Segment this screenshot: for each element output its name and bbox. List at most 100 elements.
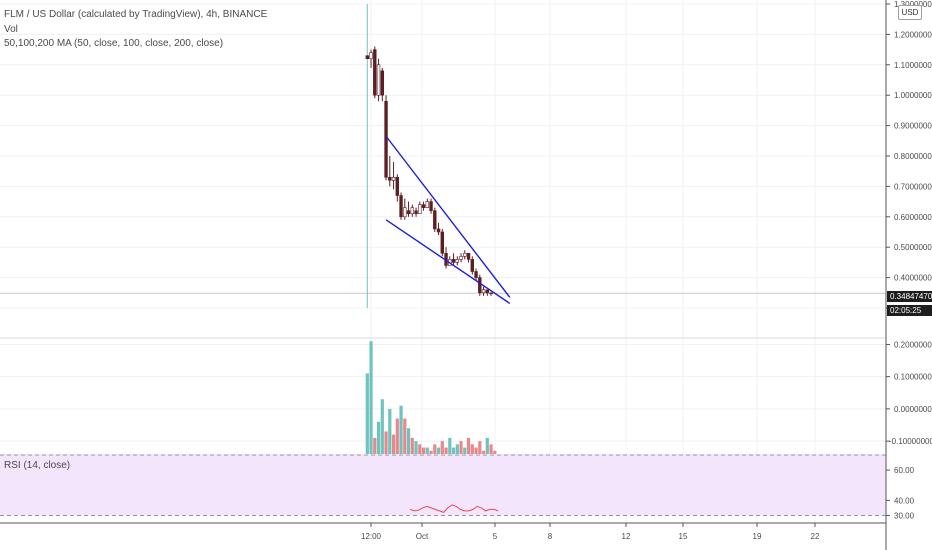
candle-body — [365, 55, 369, 60]
trendline — [385, 135, 511, 298]
wedge-trendlines[interactable] — [385, 135, 511, 305]
volume-pane — [365, 341, 497, 454]
candle-body — [481, 289, 486, 294]
candle-body — [485, 289, 489, 294]
volume-bar — [478, 441, 482, 454]
volume-tick-label: 0.10000000 — [894, 373, 932, 382]
candle-body — [418, 204, 422, 215]
candle-body — [395, 176, 399, 196]
currency-button[interactable]: USD — [898, 5, 922, 20]
candle-body — [451, 259, 456, 263]
volume-bar — [448, 437, 452, 454]
rsi-tick-label: 60.00 — [894, 466, 915, 475]
rsi-tick-label: 30.00 — [894, 511, 915, 520]
time-tick-label: Oct — [416, 532, 429, 541]
candle-body — [373, 49, 377, 96]
candle-body — [463, 252, 467, 257]
volume-bar — [455, 444, 459, 454]
candle-body — [399, 195, 403, 218]
volume-bar — [429, 450, 433, 454]
candle-body — [429, 201, 433, 212]
volume-bar — [440, 441, 444, 454]
candle-body — [421, 204, 426, 208]
price-tick-label: 1.10000000 — [894, 61, 932, 70]
volume-bar — [414, 441, 418, 454]
volume-bar — [410, 437, 414, 454]
time-tick-label: 12:00 — [361, 532, 382, 541]
candle-body — [380, 70, 384, 96]
rsi-label: RSI (14, close) — [4, 460, 71, 471]
volume-bar — [459, 441, 463, 454]
time-tick-label: 5 — [493, 532, 498, 541]
volume-bar — [470, 444, 474, 454]
candles — [365, 4, 493, 308]
time-tick-label: 22 — [811, 532, 820, 541]
time-tick-label: 12 — [622, 532, 631, 541]
candle-body — [433, 210, 437, 230]
grid — [0, 0, 886, 523]
volume-bar — [388, 408, 392, 454]
rsi-tick-label: 40.00 — [894, 496, 915, 505]
volume-label: Vol — [4, 24, 18, 35]
rsi-pane — [0, 454, 886, 516]
volume-bar — [433, 444, 437, 454]
volume-bar — [436, 447, 441, 454]
volume-bar — [384, 431, 388, 454]
candle-body — [489, 292, 493, 295]
candle-body — [459, 256, 463, 260]
candle-body — [466, 252, 471, 260]
volume-bar — [406, 428, 411, 454]
price-tick-label: 1.30000000 — [894, 0, 932, 9]
chart-title: FLM / US Dollar (calculated by TradingVi… — [4, 9, 268, 20]
volume-bar — [444, 447, 448, 454]
candle-body — [440, 231, 444, 254]
countdown-tag: 02:05:25 — [887, 305, 932, 316]
candle-body — [391, 176, 396, 181]
volume-bar — [485, 437, 489, 454]
trendline — [385, 219, 511, 305]
volume-bar — [399, 405, 403, 454]
volume-bar — [421, 447, 426, 454]
candle-body — [369, 52, 373, 60]
volume-bar — [391, 434, 396, 454]
time-tick-label: 19 — [753, 532, 762, 541]
candle-body — [388, 176, 392, 181]
last-price-tag: 0.34847470 — [887, 291, 932, 302]
volume-bar — [376, 421, 381, 454]
volume-bar — [489, 444, 493, 454]
volume-bar — [403, 418, 407, 454]
volume-bar — [395, 418, 399, 454]
volume-bar — [451, 447, 456, 454]
volume-bar — [425, 447, 429, 454]
candle-body — [425, 201, 429, 208]
volume-tick-label: -0.10000000 — [889, 437, 932, 446]
rsi-band — [0, 455, 886, 516]
candle-body — [384, 100, 388, 178]
panes — [0, 337, 886, 456]
candle-body — [403, 207, 407, 218]
time-tick-label: 8 — [548, 532, 553, 541]
candle-body — [414, 210, 418, 215]
candle-body — [376, 64, 381, 96]
volume-bar — [474, 447, 478, 454]
candle-body — [436, 228, 441, 233]
volume-bar — [418, 444, 422, 454]
volume-bar — [463, 447, 467, 454]
volume-bar — [481, 450, 486, 454]
time-axis[interactable]: 12:00 Oct 5 8 12 15 19 22 — [0, 522, 886, 541]
rsi-line — [409, 504, 499, 513]
volume-bar — [373, 437, 377, 454]
volume-bar — [369, 341, 373, 454]
